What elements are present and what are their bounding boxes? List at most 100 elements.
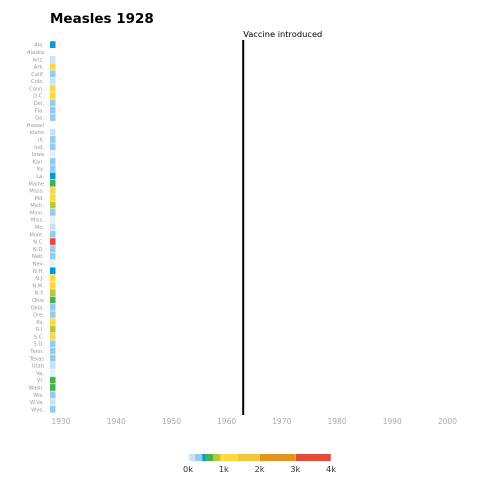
heatmap-cell <box>50 354 56 362</box>
heatmap-cell <box>50 150 56 158</box>
state-label: Colo. <box>31 79 44 85</box>
heatmap-cell <box>50 252 56 260</box>
state-label: Mass. <box>29 189 44 195</box>
vaccine-annotation-label: Vaccine introduced <box>243 29 322 39</box>
legend-tick-label: 1k <box>219 464 229 474</box>
heatmap-cell <box>50 282 56 289</box>
heatmap-cell <box>50 362 56 369</box>
state-label: Wash. <box>28 386 44 392</box>
heatmap-cell <box>50 63 56 70</box>
vaccine-annotation: Vaccine introduced <box>242 29 322 415</box>
heatmap-cell <box>50 70 56 78</box>
heatmap-cell <box>50 274 56 282</box>
state-label: Ark. <box>34 65 45 71</box>
heatmap-cell <box>50 406 56 413</box>
legend-tick-label: 4k <box>326 464 336 474</box>
x-tick-label: 1940 <box>107 417 126 426</box>
state-label: Maine <box>28 181 44 187</box>
state-label: Mich. <box>30 203 44 209</box>
heatmap-cell <box>50 85 56 92</box>
legend-swatch <box>202 454 206 461</box>
x-axis: 1930 1940 1950 1960 1970 1980 1990 2000 <box>51 417 457 426</box>
heatmap-cell <box>50 143 56 151</box>
heatmap-cell <box>50 216 56 224</box>
heatmap-cell <box>50 318 56 326</box>
state-label: Ga. <box>35 116 44 122</box>
heatmap-cell <box>50 165 56 172</box>
state-label: Okla. <box>31 305 45 311</box>
heatmap-cell <box>50 223 56 231</box>
state-label: N.M. <box>32 283 44 289</box>
heatmap-cell <box>50 209 56 216</box>
color-legend: 0k 1k 2k 3k 4k <box>183 454 336 474</box>
heatmap-cell <box>50 158 56 165</box>
state-label: Ill. <box>38 138 44 144</box>
chart-title: Measles 1928 <box>50 11 154 27</box>
state-label: N.H. <box>33 269 44 275</box>
legend-tick-label: 3k <box>290 464 300 474</box>
state-label: Del. <box>34 101 45 107</box>
heatmap-cell <box>50 333 56 340</box>
state-label: Calif. <box>31 72 44 78</box>
state-label: La. <box>36 174 44 180</box>
legend-swatch <box>238 454 260 461</box>
state-label: Miss. <box>31 218 44 224</box>
state-label: Kan. <box>33 159 45 165</box>
x-tick-label: 1930 <box>51 417 70 426</box>
heatmap-cell <box>50 238 56 245</box>
x-tick-label: 1980 <box>327 417 346 426</box>
state-label: Minn. <box>30 210 44 216</box>
heatmap-cell <box>50 384 56 391</box>
state-label: N.Y. <box>35 291 45 297</box>
state-label: N.C. <box>33 240 44 246</box>
state-label: Nev. <box>33 262 45 268</box>
heatmap-cell <box>50 303 56 311</box>
state-label: Va. <box>36 371 44 377</box>
state-label: Ala. <box>34 43 44 49</box>
heatmap-cell <box>50 369 56 377</box>
heatmap-cell <box>50 347 56 355</box>
legend-swatch <box>188 454 190 461</box>
state-label: Utah <box>32 364 44 370</box>
heatmap-cell <box>50 325 56 333</box>
state-label: Idaho <box>30 130 44 136</box>
state-label: S.C. <box>34 334 45 340</box>
x-tick-label: 2000 <box>438 417 457 426</box>
heatmap-cell <box>50 187 56 194</box>
heatmap-cell <box>50 114 56 121</box>
state-label: Ohio <box>32 298 44 304</box>
heatmap-cell <box>50 311 56 318</box>
legend-swatch <box>295 454 331 461</box>
heatmap-cell <box>50 260 56 267</box>
state-label: Hawaii <box>27 123 44 129</box>
heatmap-cell <box>50 92 56 100</box>
state-label: Mo. <box>35 225 45 231</box>
state-label: R.I. <box>36 327 45 333</box>
state-label: Iowa <box>32 152 44 158</box>
legend-swatch <box>213 454 221 461</box>
state-label: Wyo. <box>31 407 44 413</box>
legend-swatch <box>205 454 214 461</box>
x-tick-label: 1970 <box>272 417 291 426</box>
state-label: Alaska <box>27 50 44 56</box>
heatmap-cell <box>50 376 56 384</box>
state-label: D.C. <box>33 94 44 100</box>
state-label: Texas <box>29 356 45 362</box>
heatmap-cell <box>50 41 56 48</box>
state-label: Ore. <box>33 313 44 319</box>
heatmap-cell <box>50 391 56 399</box>
x-tick-label: 1990 <box>383 417 402 426</box>
state-label: W.Va. <box>30 400 45 406</box>
state-label: Mont. <box>29 232 44 238</box>
state-label: Vt. <box>37 378 45 384</box>
state-label: Conn. <box>29 86 44 92</box>
state-label: N.D. <box>33 247 45 253</box>
heatmap-cell <box>50 136 56 143</box>
legend-swatch <box>259 454 296 461</box>
state-label: Ind. <box>34 145 44 151</box>
heatmap-cell <box>50 296 56 304</box>
x-tick-label: 1960 <box>217 417 236 426</box>
